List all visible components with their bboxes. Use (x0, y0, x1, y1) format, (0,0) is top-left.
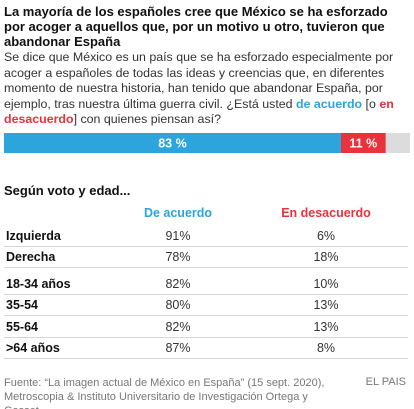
stacked-bar: 83 % 11 % (4, 133, 410, 153)
row-separator (4, 294, 408, 295)
value-label: 83 % (158, 136, 187, 150)
row-separator (4, 358, 408, 359)
cell-value: 6% (316, 229, 336, 243)
breakdown-title: Según voto y edad... (4, 183, 131, 198)
cell-value: 8% (316, 341, 336, 355)
column-header: De acuerdo (143, 206, 213, 220)
cell-value: 13% (313, 298, 339, 312)
question: Se dice que México es un país que se ha … (4, 50, 408, 128)
question-text: [o (362, 96, 380, 111)
cell-value: 87% (165, 341, 191, 355)
cell-value: 78% (165, 250, 191, 264)
brand: EL PAIS (365, 376, 406, 388)
question-text: ] con quienes piensan así? (73, 112, 221, 126)
row-label: 55-64 (6, 320, 38, 334)
column-header: En desacuerdo (281, 206, 371, 220)
question-disagree: en desacuerdo (4, 96, 394, 127)
cell-value: 18% (313, 250, 339, 264)
cell-value: 91% (165, 229, 191, 243)
row-separator (4, 315, 408, 316)
cell-value: 82% (165, 277, 191, 291)
row-label: Derecha (6, 250, 56, 264)
bar-segment (4, 133, 341, 153)
title: La mayoría de los españoles cree que Méx… (4, 4, 388, 49)
question-agree: de acuerdo (296, 96, 363, 111)
row-separator (4, 267, 408, 268)
row-separator (4, 246, 408, 247)
row-separator (4, 337, 408, 338)
cell-value: 80% (165, 298, 191, 312)
question-text: Se dice que México es un país que se ha … (4, 50, 394, 111)
cell-value: 10% (313, 277, 339, 291)
value-label: 11 % (349, 136, 377, 150)
row-label: 18-34 años (6, 277, 71, 291)
cell-value: 13% (313, 320, 339, 334)
cell-value: 82% (165, 320, 191, 334)
row-label: 35-54 (6, 298, 38, 312)
row-label: Izquierda (6, 229, 61, 243)
bar-segment (340, 133, 386, 153)
row-label: >64 años (6, 341, 60, 355)
source: Fuente: “La imagen actual de México en E… (4, 377, 325, 409)
